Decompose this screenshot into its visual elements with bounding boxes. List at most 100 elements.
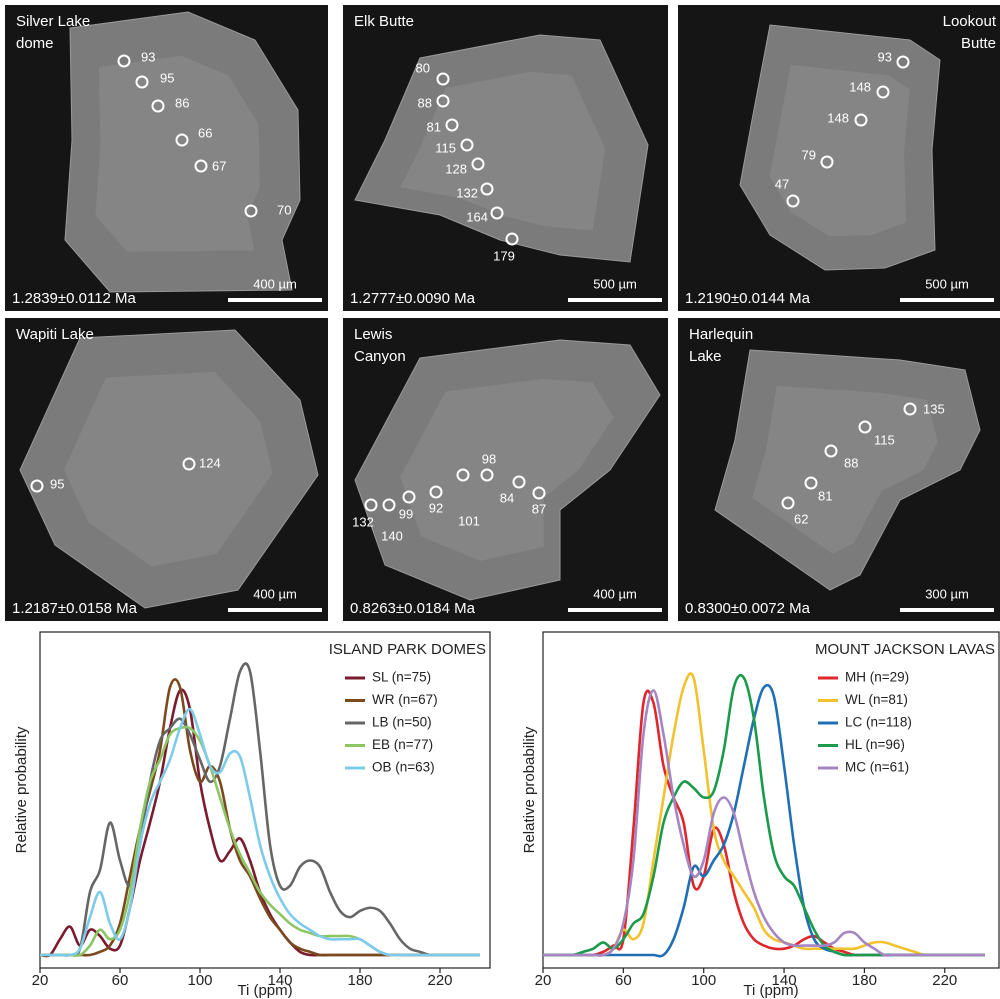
spot-label: 81 xyxy=(818,488,832,503)
analysis-spot xyxy=(505,232,519,246)
analysis-spot xyxy=(786,194,800,208)
spot-label: 148 xyxy=(849,79,871,94)
y-axis-label: Relative probability xyxy=(521,726,538,853)
analysis-spot xyxy=(480,182,494,196)
spot-label: 132 xyxy=(352,514,374,529)
analysis-spot xyxy=(858,420,872,434)
analysis-spot xyxy=(364,498,378,512)
zircon-zone xyxy=(95,55,260,252)
panel-title: Harlequin xyxy=(689,326,753,343)
analysis-spot xyxy=(382,498,396,512)
spot-label: 115 xyxy=(435,140,456,155)
analysis-spot xyxy=(532,486,546,500)
analysis-spot xyxy=(244,204,258,218)
plot-frame xyxy=(542,631,1000,969)
zircon-zone xyxy=(752,385,938,554)
scale-label: 400 µm xyxy=(253,586,297,601)
spot-label: 67 xyxy=(212,158,226,173)
panel-title: Lookout xyxy=(943,13,997,30)
analysis-spot xyxy=(854,113,868,127)
density-curve xyxy=(39,688,480,958)
spot-label: 66 xyxy=(198,125,212,140)
spot-label: 81 xyxy=(427,119,441,134)
spot-label: 62 xyxy=(794,511,808,526)
analysis-spot xyxy=(429,485,443,499)
x-axis-label: Ti (ppm) xyxy=(237,982,292,999)
x-tick-label: 100 xyxy=(691,972,716,989)
analysis-spot xyxy=(175,133,189,147)
spot-label: 88 xyxy=(844,455,858,470)
scale-label: 500 µm xyxy=(593,276,637,291)
analysis-spot xyxy=(436,94,450,108)
spot-label: 92 xyxy=(429,500,443,515)
spot-label: 135 xyxy=(923,401,945,416)
spot-label: 98 xyxy=(482,451,496,466)
spot-label: 86 xyxy=(175,95,189,110)
panel-title: Lake xyxy=(689,348,722,365)
spot-label: 148 xyxy=(827,110,849,125)
x-tick-label: 20 xyxy=(535,972,552,989)
x-tick-label: 140 xyxy=(772,972,797,989)
age-label: 1.2187±0.0158 Ma xyxy=(12,600,138,617)
x-axis-label: Ti (ppm) xyxy=(743,982,798,999)
spot-label: 47 xyxy=(775,176,789,191)
scale-label: 500 µm xyxy=(925,276,969,291)
zircon-zone xyxy=(400,71,606,231)
panel-title: Elk Butte xyxy=(354,13,414,30)
analysis-spot xyxy=(436,72,450,86)
panel-title: Silver Lake xyxy=(16,13,90,30)
age-label: 1.2190±0.0144 Ma xyxy=(685,290,811,307)
legend-label: OB (n=63) xyxy=(372,760,435,775)
analysis-spot xyxy=(876,85,890,99)
age-label: 0.8263±0.0184 Ma xyxy=(350,600,476,617)
spot-label: 124 xyxy=(199,455,221,470)
x-tick-label: 60 xyxy=(112,972,129,989)
spot-label: 101 xyxy=(458,513,480,528)
spot-label: 93 xyxy=(141,49,155,64)
spot-label: 70 xyxy=(277,202,291,217)
zircon-zone xyxy=(400,378,614,561)
analysis-spot xyxy=(135,75,149,89)
x-tick-label: 220 xyxy=(932,972,957,989)
analysis-spot xyxy=(820,155,834,169)
spot-label: 115 xyxy=(874,432,895,447)
spot-label: 79 xyxy=(802,147,816,162)
analysis-spot xyxy=(480,468,494,482)
age-label: 1.2839±0.0112 Ma xyxy=(12,290,137,307)
x-tick-label: 180 xyxy=(347,972,372,989)
spot-label: 95 xyxy=(50,476,64,491)
plot-frame xyxy=(39,631,491,969)
scale-label: 400 µm xyxy=(593,586,637,601)
panel-title: Canyon xyxy=(354,348,406,365)
legend-label: LB (n=50) xyxy=(372,715,432,730)
panel-title: Lewis xyxy=(354,326,392,343)
panel-title: Butte xyxy=(961,35,996,52)
y-axis-label: Relative probability xyxy=(13,726,30,853)
analysis-spot xyxy=(896,55,910,69)
analysis-spot xyxy=(194,159,208,173)
analysis-spot xyxy=(512,475,526,489)
age-label: 0.8300±0.0072 Ma xyxy=(685,600,811,617)
spot-label: 84 xyxy=(500,490,514,505)
density-curve xyxy=(40,708,480,957)
legend-label: MC (n=61) xyxy=(845,760,909,775)
density-curve xyxy=(543,674,985,957)
spot-label: 128 xyxy=(445,161,467,176)
x-tick-label: 180 xyxy=(852,972,877,989)
spot-label: 80 xyxy=(416,60,430,75)
chart-title: MOUNT JACKSON LAVAS xyxy=(815,641,995,658)
scale-label: 400 µm xyxy=(253,276,297,291)
analysis-spot xyxy=(471,157,485,171)
legend-label: LC (n=118) xyxy=(845,715,912,730)
analysis-spot xyxy=(460,138,474,152)
analysis-spot xyxy=(490,206,504,220)
analysis-spot xyxy=(402,490,416,504)
analysis-spot xyxy=(456,468,470,482)
legend-label: SL (n=75) xyxy=(372,670,431,685)
panel-title: Wapiti Lake xyxy=(16,326,94,343)
analysis-spot xyxy=(445,118,459,132)
spot-label: 88 xyxy=(418,95,432,110)
analysis-spot xyxy=(151,99,165,113)
zircon-zone xyxy=(769,64,910,237)
